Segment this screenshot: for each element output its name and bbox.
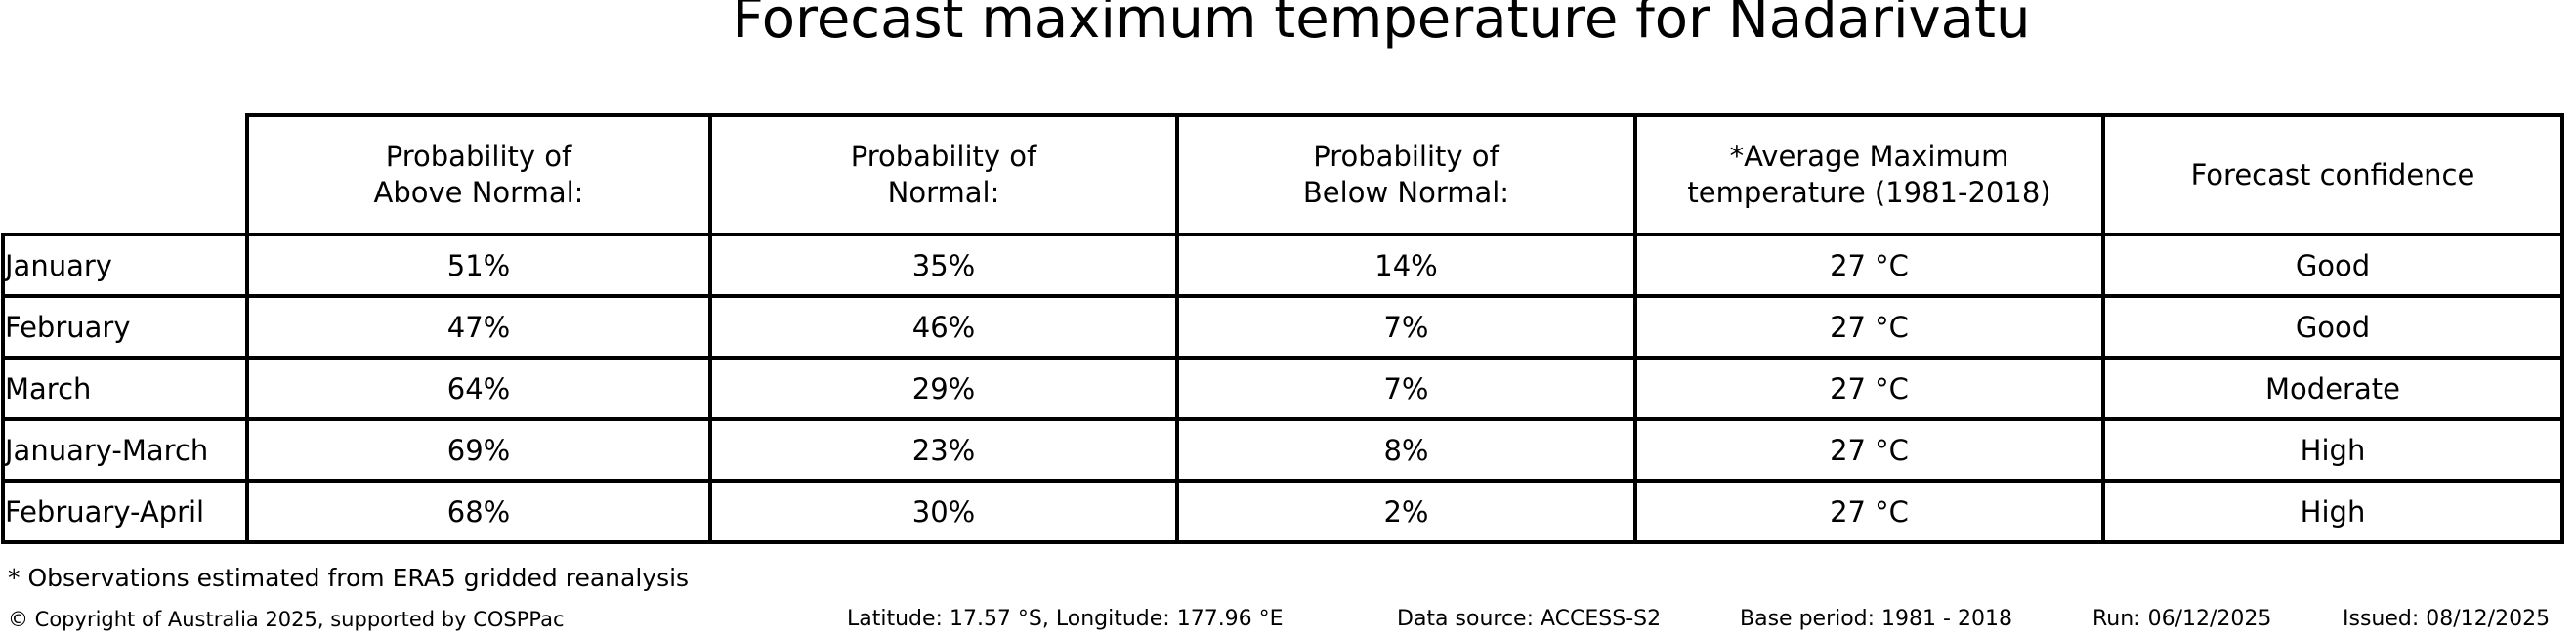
header-cell: Probability of Below Normal: — [1175, 113, 1637, 236]
table-cell: 35% — [708, 233, 1179, 298]
table-cell: Good — [2101, 233, 2564, 298]
table-cell: 14% — [1175, 233, 1637, 298]
table-cell: 64% — [245, 356, 712, 421]
table-cell: 68% — [245, 479, 712, 544]
page-title: Forecast maximum temperature for Nadariv… — [732, 0, 2031, 51]
run-date-text: Run: 06/12/2025 — [2092, 607, 2272, 631]
data-source-text: Data source: ACCESS-S2 — [1397, 607, 1662, 631]
table-cell: High — [2101, 479, 2564, 544]
observations-footnote: * Observations estimated from ERA5 gridd… — [8, 564, 690, 592]
table-cell: 30% — [708, 479, 1179, 544]
copyright-text: © Copyright of Australia 2025, supported… — [8, 608, 565, 631]
location-text: Latitude: 17.57 °S, Longitude: 177.96 °E — [847, 607, 1284, 631]
corner-cell — [3, 115, 247, 234]
table-cell: High — [2101, 417, 2564, 483]
table-row: March 64% 29% 7% 27 °C Moderate — [1, 356, 2564, 421]
table-cell: Good — [2101, 294, 2564, 360]
table-cell: Moderate — [2101, 356, 2564, 421]
table-cell: 23% — [708, 417, 1179, 483]
table-cell: 27 °C — [1633, 233, 2105, 298]
table-cell: 46% — [708, 294, 1179, 360]
base-period-text: Base period: 1981 - 2018 — [1740, 607, 2012, 631]
issued-date-text: Issued: 08/12/2025 — [2343, 607, 2551, 631]
table-row: February-April 68% 30% 2% 27 °C High — [1, 479, 2564, 544]
table-row: January-March 69% 23% 8% 27 °C High — [1, 417, 2564, 483]
table-cell: 7% — [1175, 294, 1637, 360]
row-label: January-March — [1, 417, 249, 483]
table-cell: 8% — [1175, 417, 1637, 483]
table-cell: 47% — [245, 294, 712, 360]
header-cell: Probability of Normal: — [708, 113, 1179, 236]
table-cell: 27 °C — [1633, 356, 2105, 421]
table-cell: 51% — [245, 233, 712, 298]
row-label: March — [1, 356, 249, 421]
table-cell: 69% — [245, 417, 712, 483]
table-cell: 27 °C — [1633, 417, 2105, 483]
header-cell: Probability of Above Normal: — [245, 113, 712, 236]
table-cell: 7% — [1175, 356, 1637, 421]
header-cell: *Average Maximum temperature (1981-2018) — [1633, 113, 2105, 236]
table-cell: 29% — [708, 356, 1179, 421]
table-cell: 27 °C — [1633, 479, 2105, 544]
row-label: February — [1, 294, 249, 360]
table-cell: 2% — [1175, 479, 1637, 544]
header-cell: Forecast confidence — [2101, 113, 2564, 236]
table-body: January 51% 35% 14% 27 °C Good February 47% 46% 7… — [1, 233, 2564, 544]
table-row: January 51% 35% 14% 27 °C Good — [1, 233, 2564, 298]
table-cell: 27 °C — [1633, 294, 2105, 360]
forecast-table: Probability of Above Normal: Probability … — [1, 113, 2564, 544]
table-row: February 47% 46% 7% 27 °C Good — [1, 294, 2564, 360]
table-header-row: Probability of Above Normal: Probability … — [3, 113, 2564, 236]
row-label: February-April — [1, 479, 249, 544]
row-label: January — [1, 233, 249, 298]
